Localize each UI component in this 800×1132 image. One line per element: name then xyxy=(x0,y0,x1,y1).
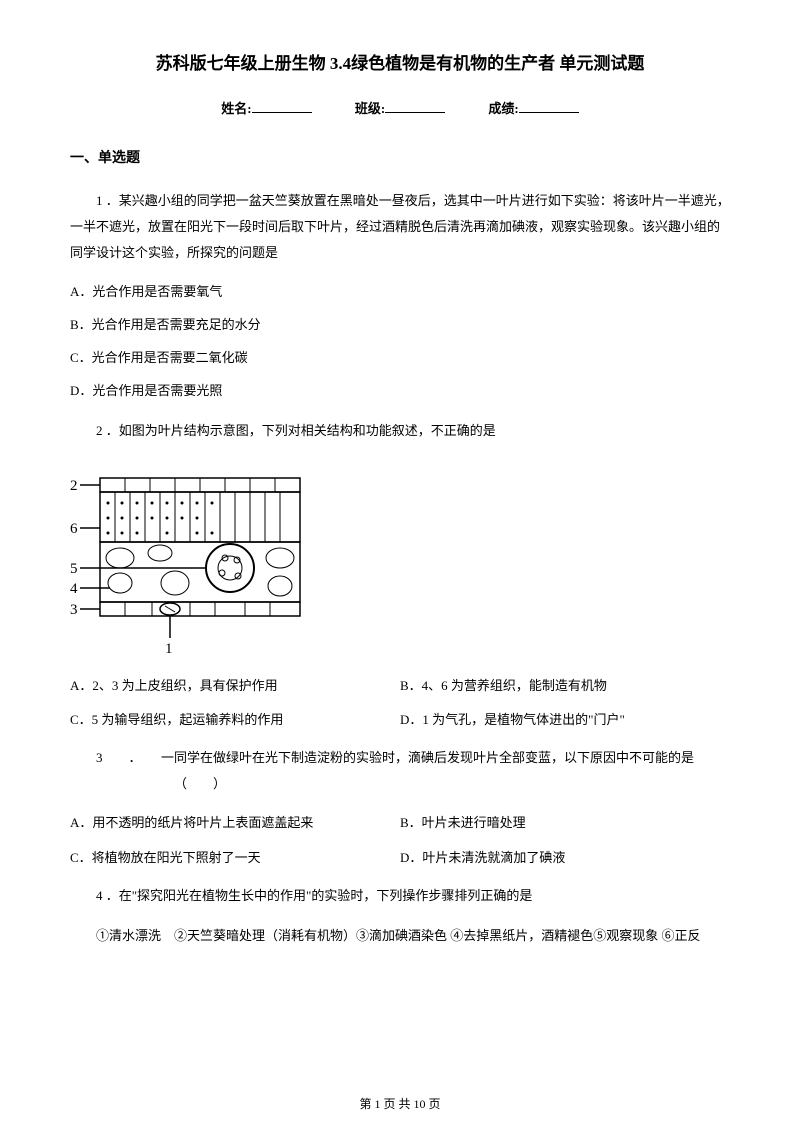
svg-text:4: 4 xyxy=(70,581,78,597)
svg-text:6: 6 xyxy=(70,521,78,537)
info-line: 姓名: 班级: 成绩: xyxy=(70,99,730,120)
q1-opt-a[interactable]: A．光合作用是否需要氧气 xyxy=(70,282,730,303)
q2-opt-d[interactable]: D．1 为气孔，是植物气体进出的"门户" xyxy=(400,710,730,731)
class-blank[interactable] xyxy=(385,112,445,113)
q3-options-row2: C．将植物放在阳光下照射了一天 D．叶片未清洗就滴加了碘液 xyxy=(70,848,730,869)
q3-line1: 3 ． 一同学在做绿叶在光下制造淀粉的实验时，滴碘后发现叶片全部变蓝，以下原因中… xyxy=(70,745,730,771)
q1-opt-b[interactable]: B．光合作用是否需要充足的水分 xyxy=(70,315,730,336)
q2-text: 2 ．如图为叶片结构示意图，下列对相关结构和功能叙述，不正确的是 xyxy=(70,418,730,444)
leaf-diagram: 2 6 5 4 3 1 xyxy=(70,458,730,658)
q1-opt-d[interactable]: D．光合作用是否需要光照 xyxy=(70,381,730,402)
q4-text: 4 ．在"探究阳光在植物生长中的作用"的实验时，下列操作步骤排列正确的是 xyxy=(70,883,730,909)
q3-options-row1: A．用不透明的纸片将叶片上表面遮盖起来 B．叶片未进行暗处理 xyxy=(70,813,730,834)
q3-opt-d[interactable]: D．叶片未清洗就滴加了碘液 xyxy=(400,848,730,869)
score-blank[interactable] xyxy=(519,112,579,113)
q2-opt-b[interactable]: B．4、6 为营养组织，能制造有机物 xyxy=(400,676,730,697)
q3-opt-c[interactable]: C．将植物放在阳光下照射了一天 xyxy=(70,848,400,869)
class-label: 班级: xyxy=(355,101,385,116)
q3-paren: （ ） xyxy=(70,771,730,797)
name-label: 姓名: xyxy=(221,101,251,116)
svg-text:2: 2 xyxy=(70,478,78,494)
q4-steps: ①清水漂洗 ②天竺葵暗处理（消耗有机物）③滴加碘酒染色 ④去掉黑纸片，酒精褪色⑤… xyxy=(70,923,730,949)
page-footer: 第 1 页 共 10 页 xyxy=(0,1095,800,1114)
score-label: 成绩: xyxy=(488,101,518,116)
svg-text:5: 5 xyxy=(70,561,78,577)
q2-opt-c[interactable]: C．5 为输导组织，起运输养料的作用 xyxy=(70,710,400,731)
q1-options: A．光合作用是否需要氧气 B．光合作用是否需要充足的水分 C．光合作用是否需要二… xyxy=(70,282,730,401)
q1-opt-c[interactable]: C．光合作用是否需要二氧化碳 xyxy=(70,348,730,369)
q2-options-row2: C．5 为输导组织，起运输养料的作用 D．1 为气孔，是植物气体进出的"门户" xyxy=(70,710,730,731)
page-title: 苏科版七年级上册生物 3.4绿色植物是有机物的生产者 单元测试题 xyxy=(70,50,730,77)
q3-opt-a[interactable]: A．用不透明的纸片将叶片上表面遮盖起来 xyxy=(70,813,400,834)
svg-text:1: 1 xyxy=(165,641,173,657)
svg-text:3: 3 xyxy=(70,602,78,618)
q3-opt-b[interactable]: B．叶片未进行暗处理 xyxy=(400,813,730,834)
name-blank[interactable] xyxy=(252,112,312,113)
q3-text: 3 ． 一同学在做绿叶在光下制造淀粉的实验时，滴碘后发现叶片全部变蓝，以下原因中… xyxy=(70,745,730,797)
section-heading: 一、单选题 xyxy=(70,148,730,170)
q2-opt-a[interactable]: A．2、3 为上皮组织，具有保护作用 xyxy=(70,676,400,697)
q1-text: 1 ．某兴趣小组的同学把一盆天竺葵放置在黑暗处一昼夜后，选其中一叶片进行如下实验… xyxy=(70,188,730,266)
q2-options-row1: A．2、3 为上皮组织，具有保护作用 B．4、6 为营养组织，能制造有机物 xyxy=(70,676,730,697)
